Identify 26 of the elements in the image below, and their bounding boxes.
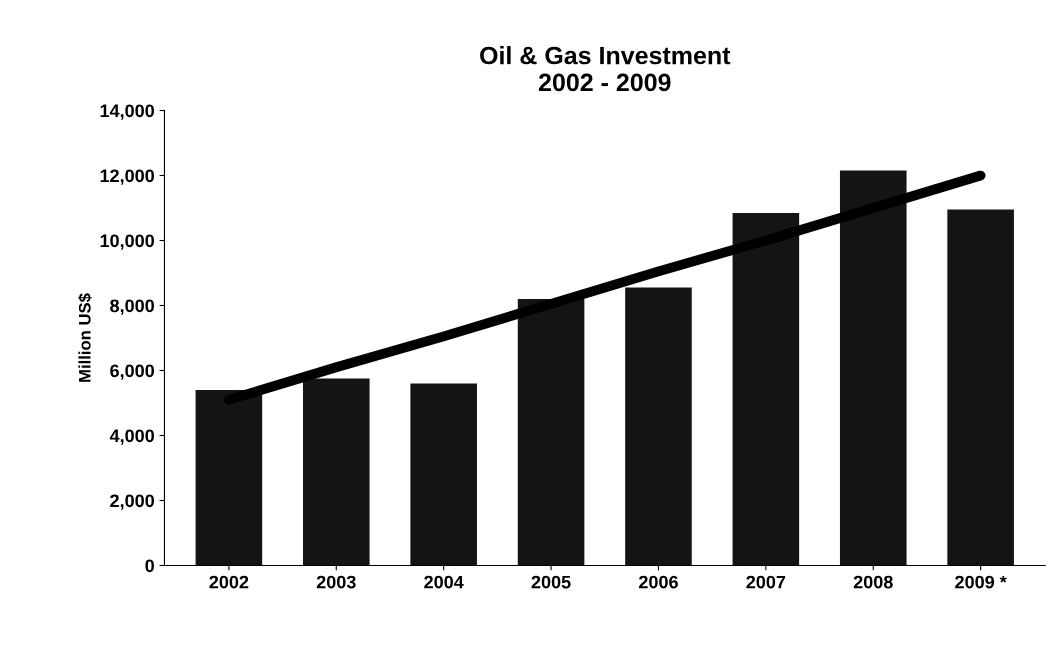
- x-tick-label: 2007: [746, 575, 786, 589]
- bar: [195, 390, 263, 566]
- bar: [625, 287, 692, 566]
- bar: [732, 212, 800, 566]
- bar: [410, 383, 477, 566]
- bar: [947, 209, 1014, 566]
- x-tick-label: 2004: [424, 575, 464, 589]
- bar: [839, 170, 907, 566]
- y-tick-label: 8,000: [110, 299, 154, 315]
- x-tick-label: 2002: [209, 575, 249, 589]
- chart-title: Oil & Gas Investment 2002 - 2009: [480, 46, 731, 92]
- x-tick-label: 2006: [639, 575, 678, 589]
- y-tick-label: 6,000: [110, 364, 154, 380]
- x-tick-label: 2008: [853, 575, 893, 589]
- x-tick-label: 2009 *: [955, 575, 1007, 589]
- x-tick-label: 2003: [316, 575, 356, 589]
- y-tick-label: 2,000: [110, 494, 154, 510]
- y-axis-title: Million US$: [78, 293, 92, 382]
- y-tick-label: 14,000: [100, 104, 154, 120]
- y-tick-label: 4,000: [109, 429, 154, 445]
- y-tick-label: 10,000: [100, 234, 154, 250]
- x-tick-label: 2005: [531, 575, 571, 589]
- bar: [517, 299, 585, 566]
- y-tick-label: 0: [145, 559, 154, 573]
- bar: [302, 378, 370, 566]
- y-tick-label: 12,000: [100, 169, 154, 185]
